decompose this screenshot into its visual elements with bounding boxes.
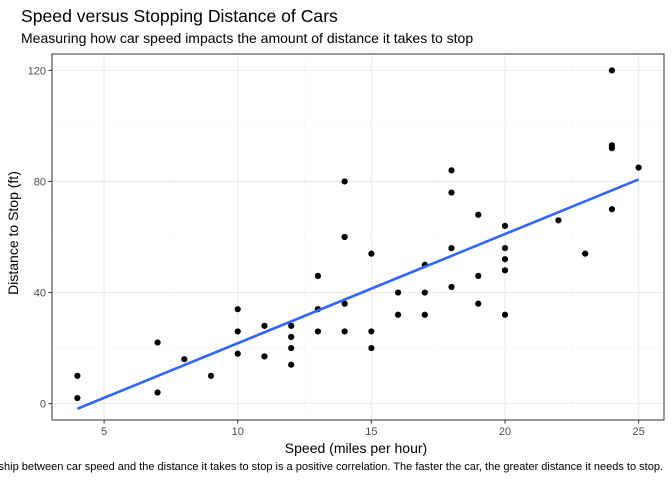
data-point — [475, 272, 482, 279]
data-point — [501, 256, 509, 263]
data-point — [314, 272, 322, 279]
chart-subtitle: Measuring how car speed impacts the amou… — [21, 30, 473, 46]
data-point — [288, 361, 295, 368]
data-point — [394, 289, 402, 296]
data-point — [368, 344, 375, 352]
data-point — [368, 328, 375, 335]
data-point — [555, 217, 562, 224]
y-tick-label: 80 — [34, 176, 46, 188]
data-point — [501, 311, 509, 318]
data-point — [288, 344, 295, 352]
data-point — [501, 222, 509, 229]
x-tick-label: 15 — [365, 426, 377, 438]
data-point — [288, 322, 295, 329]
data-point — [421, 289, 428, 296]
data-points — [74, 67, 642, 402]
chart-title: Speed versus Stopping Distance of Cars — [21, 6, 338, 26]
y-tick-label: 40 — [34, 288, 46, 300]
data-point — [608, 142, 615, 149]
data-point — [234, 306, 241, 313]
x-tick-label: 20 — [499, 426, 511, 438]
data-point — [475, 211, 482, 218]
fit-line — [76, 178, 640, 410]
data-point — [154, 339, 161, 346]
x-axis-label: Speed (miles per hour) — [285, 440, 427, 456]
chart-caption: The relationship between car speed and t… — [0, 461, 663, 473]
grid-major — [52, 54, 664, 420]
data-point — [475, 300, 482, 307]
data-point — [74, 394, 81, 402]
data-point — [448, 189, 455, 196]
data-point — [341, 233, 348, 241]
data-point — [261, 353, 268, 360]
data-point — [288, 333, 295, 341]
x-tick-label: 25 — [632, 426, 644, 438]
data-point — [341, 328, 348, 335]
data-point — [608, 206, 615, 213]
data-point — [635, 164, 642, 171]
y-tick-label: 0 — [40, 399, 46, 411]
data-point — [608, 67, 615, 74]
data-point — [448, 245, 455, 252]
y-axis-ticks: 0 40 80 120 — [28, 65, 52, 411]
data-point — [234, 350, 241, 357]
panel-border — [51, 53, 665, 421]
data-point — [501, 245, 509, 252]
data-point — [181, 356, 188, 363]
y-axis-label: Distance to Stop (ft) — [5, 171, 21, 295]
data-point — [314, 328, 322, 335]
data-point — [341, 178, 348, 185]
data-point — [74, 372, 81, 379]
data-point — [421, 311, 428, 318]
x-tick-label: 10 — [232, 426, 244, 438]
data-point — [207, 372, 215, 379]
data-point — [261, 322, 268, 329]
fit-line-group — [76, 178, 640, 410]
data-point — [341, 300, 348, 307]
data-point — [448, 283, 455, 291]
data-point — [501, 267, 509, 274]
data-point — [448, 167, 455, 174]
data-point — [234, 328, 241, 335]
grid-minor — [52, 54, 664, 420]
x-tick-label: 5 — [101, 426, 107, 438]
data-point — [394, 311, 402, 318]
data-point — [368, 250, 375, 257]
y-tick-label: 120 — [28, 65, 46, 77]
data-point — [154, 389, 161, 396]
x-axis-ticks: 5 10 15 20 25 — [101, 420, 645, 438]
data-point — [582, 250, 589, 257]
